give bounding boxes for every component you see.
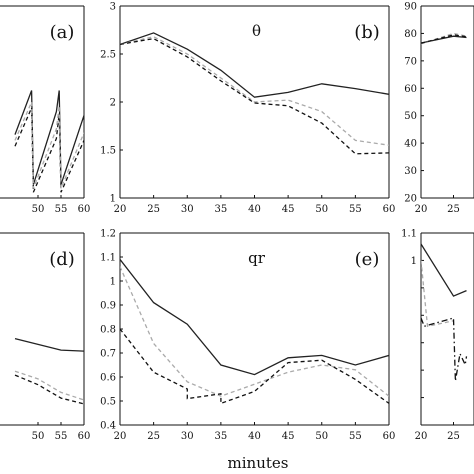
x-tick-label: 20 bbox=[415, 204, 428, 215]
x-tick-label: 40 bbox=[248, 204, 261, 215]
series-line-3 bbox=[120, 37, 389, 155]
y-tick-label: 30 bbox=[404, 166, 417, 177]
x-tick-label: 20 bbox=[114, 204, 127, 215]
panel-label: (a) bbox=[50, 22, 75, 43]
series-line-1 bbox=[14, 337, 84, 352]
series-line-1 bbox=[120, 32, 389, 98]
y-tick-label: 1 bbox=[110, 277, 116, 288]
series-group bbox=[421, 32, 467, 45]
series-line-2 bbox=[421, 260, 454, 328]
x-tick-label: 55 bbox=[349, 204, 362, 215]
panel-a: 50 55 60 (a) bbox=[0, 5, 91, 215]
series-line-1 bbox=[14, 90, 84, 185]
series-line-2 bbox=[120, 266, 389, 397]
x-tick-label: 25 bbox=[147, 204, 160, 215]
series-line-3 bbox=[14, 101, 84, 189]
x-tick-label: 50 bbox=[315, 204, 328, 215]
x-tick-label: 25 bbox=[447, 431, 460, 442]
y-tick-label: 2 bbox=[110, 98, 116, 109]
x-tick-label: 55 bbox=[55, 431, 68, 442]
y-tick-label: 80 bbox=[404, 29, 417, 40]
y-tick-label: 2.5 bbox=[100, 50, 116, 61]
y-tick-label: 1.1 bbox=[100, 253, 116, 264]
series-group bbox=[14, 337, 84, 405]
x-tick-label: 35 bbox=[215, 204, 228, 215]
x-tick-label: 55 bbox=[349, 431, 362, 442]
series-line-2 bbox=[120, 36, 389, 146]
y-tick-label: 20 bbox=[404, 194, 417, 205]
x-tick-label: 55 bbox=[55, 204, 68, 215]
x-tick-label: 60 bbox=[383, 431, 396, 442]
panel-d: 50 55 60 (d) bbox=[0, 232, 91, 442]
y-tick-label: 70 bbox=[404, 56, 417, 67]
y-tick-label: 60 bbox=[404, 84, 417, 95]
series-group bbox=[120, 32, 389, 155]
y-tick-label: 50 bbox=[404, 111, 417, 122]
x-tick-label: 20 bbox=[114, 431, 127, 442]
panel-title: θ bbox=[252, 22, 261, 40]
x-tick-label: 50 bbox=[32, 431, 45, 442]
series-group bbox=[421, 243, 468, 382]
x-tick-label: 25 bbox=[147, 431, 160, 442]
series-line-1 bbox=[421, 243, 467, 297]
series-line-2 bbox=[14, 107, 84, 193]
x-tick-label: 30 bbox=[181, 204, 194, 215]
y-tick-label: 90 bbox=[404, 2, 417, 13]
x-tick-label: 30 bbox=[181, 431, 194, 442]
panel-c: 20 25 20 30 40 50 60 70 80 90 bbox=[404, 2, 474, 215]
series-line-3 bbox=[14, 374, 84, 405]
panel-label: (b) bbox=[354, 22, 380, 43]
x-tick-label: 40 bbox=[248, 431, 261, 442]
y-tick-label: 0.4 bbox=[100, 421, 116, 432]
series-group bbox=[14, 90, 84, 193]
x-tick-label: 25 bbox=[447, 204, 460, 215]
y-tick-label: 0.9 bbox=[100, 301, 116, 312]
y-tick-label: 1.2 bbox=[100, 229, 116, 240]
y-tick-label: 0.6 bbox=[100, 373, 116, 384]
y-tick-label: 0.8 bbox=[100, 325, 116, 336]
y-tick-label: 0.7 bbox=[100, 349, 116, 360]
x-tick-label: 45 bbox=[282, 204, 295, 215]
y-tick-label: 1.1 bbox=[401, 229, 417, 240]
x-tick-label: 60 bbox=[383, 204, 396, 215]
panels: 50 55 60 (a) 20 25 30 35 40 45 50 55 60 1 1.5 2 2.5 3 (b) θ… bbox=[0, 2, 474, 443]
x-tick-label: 35 bbox=[215, 431, 228, 442]
series-line-1 bbox=[421, 35, 467, 44]
panel-label: (e) bbox=[355, 249, 380, 270]
series-line-3 bbox=[421, 34, 467, 44]
panel-e: 20 25 30 35 40 45 50 55 60 0.4 0.5 0.6 0.7 0.8 0.9 1 1.1… bbox=[100, 229, 395, 443]
y-tick-label: 40 bbox=[404, 139, 417, 150]
x-axis-label: minutes bbox=[228, 454, 289, 472]
x-tick-label: 60 bbox=[78, 431, 91, 442]
panel-b: 20 25 30 35 40 45 50 55 60 1 1.5 2 2.5 3 (b) θ bbox=[100, 2, 395, 216]
x-tick-label: 45 bbox=[282, 431, 295, 442]
x-tick-label: 20 bbox=[415, 431, 428, 442]
y-tick-label: 1 bbox=[110, 194, 116, 205]
x-tick-label: 50 bbox=[315, 431, 328, 442]
x-tick-label: 50 bbox=[32, 204, 45, 215]
panel-f: 20 25 1 1.1 bbox=[401, 229, 474, 442]
panel-label: (d) bbox=[49, 249, 75, 270]
series-line-2 bbox=[14, 370, 84, 401]
y-tick-label: 3 bbox=[110, 2, 116, 13]
y-tick-label: 0.5 bbox=[100, 397, 116, 408]
panel-title: qr bbox=[248, 249, 266, 267]
y-tick-label: 1 bbox=[411, 256, 417, 267]
series-group bbox=[120, 259, 389, 405]
y-tick-label: 1.5 bbox=[100, 146, 116, 157]
series-line-3 bbox=[421, 317, 468, 382]
series-line-3 bbox=[120, 328, 389, 405]
series-line-1 bbox=[120, 259, 389, 376]
series-line-2 bbox=[421, 32, 467, 45]
x-tick-label: 60 bbox=[78, 204, 91, 215]
